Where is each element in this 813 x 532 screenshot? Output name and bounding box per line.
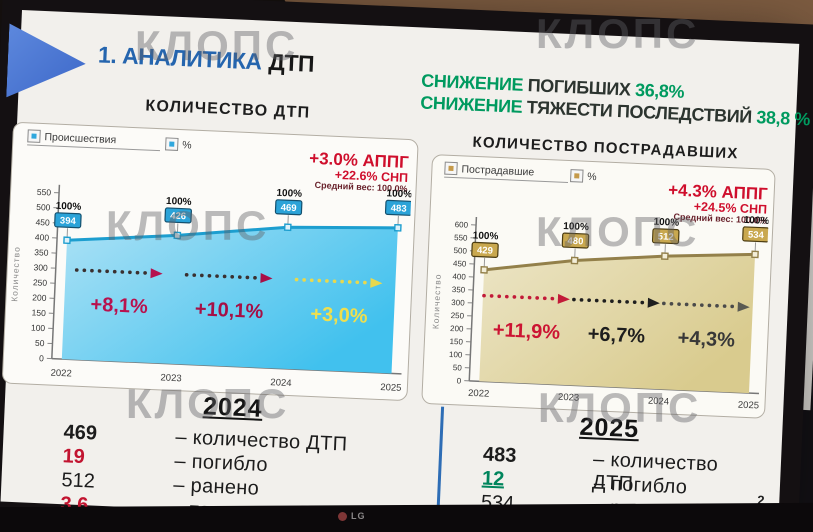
key-highlights: СНИЖЕНИЕ ПОГИБШИХ 36,8% СНИЖЕНИЕ ТЯЖЕСТИ…: [420, 69, 812, 130]
svg-text:+3,0%: +3,0%: [310, 303, 368, 327]
svg-text:100: 100: [449, 350, 463, 360]
svg-text:480: 480: [567, 236, 583, 248]
presentation-slide: 1. АНАЛИТИКА ДТП СНИЖЕНИЕ ПОГИБШИХ 36,8% …: [0, 10, 810, 532]
legend-item-incidents: Происшествия: [27, 129, 161, 152]
svg-text:Количество: Количество: [430, 273, 442, 329]
svg-text:0: 0: [457, 376, 462, 385]
svg-text:200: 200: [32, 292, 47, 303]
svg-text:483: 483: [391, 203, 407, 215]
svg-text:350: 350: [452, 285, 466, 295]
svg-text:+6,7%: +6,7%: [587, 323, 645, 347]
left-chart-title: КОЛИЧЕСТВО ДТП: [145, 97, 311, 122]
stats-divider: [436, 406, 445, 513]
svg-text:429: 429: [477, 245, 493, 257]
svg-text:500: 500: [36, 202, 51, 213]
section-arrow-icon: [6, 23, 87, 100]
svg-text:+4,3%: +4,3%: [677, 327, 735, 351]
svg-text:100%: 100%: [276, 188, 302, 200]
svg-text:450: 450: [453, 259, 467, 269]
svg-text:+11,9%: +11,9%: [492, 319, 560, 344]
svg-text:2024: 2024: [648, 396, 670, 408]
victims-chart-panel: Пострадавшие % +4.3% АППГ +24.5% СНП Сре…: [421, 154, 776, 419]
slide-title-number: 1. АНАЛИТИКА: [97, 41, 263, 75]
legend-checkbox-icon: [165, 137, 179, 151]
svg-text:400: 400: [452, 272, 466, 282]
svg-text:2024: 2024: [270, 377, 292, 389]
svg-text:550: 550: [37, 187, 52, 198]
svg-text:100%: 100%: [473, 230, 499, 242]
svg-text:50: 50: [453, 363, 463, 372]
svg-text:500: 500: [453, 246, 467, 256]
svg-text:600: 600: [454, 220, 468, 230]
svg-text:100: 100: [31, 323, 46, 334]
lg-logo-icon: [338, 511, 347, 521]
tv-brand-logo: LG: [338, 511, 366, 521]
legend-checkbox-icon: [27, 129, 41, 143]
victims-area-chart: 0 50 100 150 200 250 300 350 400 450 500 550 600 Коли…: [430, 215, 769, 412]
svg-text:100%: 100%: [743, 215, 768, 227]
svg-text:300: 300: [451, 298, 465, 308]
svg-text:200: 200: [450, 324, 464, 334]
svg-text:250: 250: [33, 277, 48, 288]
svg-text:100%: 100%: [166, 196, 192, 208]
svg-text:+10,1%: +10,1%: [194, 298, 263, 323]
legend-checkbox-icon: [570, 169, 584, 183]
svg-text:0: 0: [39, 353, 44, 363]
svg-text:100%: 100%: [386, 188, 412, 200]
legend-checkbox-icon: [444, 161, 458, 176]
svg-text:2023: 2023: [160, 372, 182, 384]
legend-item-percent: %: [570, 169, 597, 183]
svg-text:469: 469: [280, 202, 296, 214]
svg-text:394: 394: [60, 215, 77, 227]
svg-text:2025: 2025: [738, 400, 760, 412]
svg-text:550: 550: [454, 233, 468, 243]
svg-text:2025: 2025: [380, 382, 402, 394]
svg-text:534: 534: [748, 230, 765, 242]
svg-text:100%: 100%: [563, 221, 589, 233]
accidents-area-chart: 0 50 100 150 200 250 300 350 400 450 500 550 Количес…: [9, 184, 412, 394]
svg-text:400: 400: [35, 232, 50, 243]
svg-text:512: 512: [658, 231, 674, 243]
svg-text:2023: 2023: [558, 392, 580, 404]
svg-text:Количество: Количество: [9, 246, 21, 302]
accidents-chart-panel: Происшествия % +3.0% АППГ +22.6% СНП Сре…: [1, 121, 419, 402]
svg-text:426: 426: [170, 211, 186, 223]
svg-text:150: 150: [31, 307, 46, 318]
svg-text:300: 300: [33, 262, 48, 273]
slide-title-suffix: ДТП: [268, 48, 315, 77]
slide-title: 1. АНАЛИТИКА ДТП: [98, 41, 315, 77]
svg-text:250: 250: [451, 311, 465, 321]
svg-text:2022: 2022: [50, 368, 72, 380]
svg-text:50: 50: [35, 338, 45, 348]
svg-text:100%: 100%: [653, 217, 679, 229]
legend-item-percent: %: [165, 137, 192, 152]
tv-bezel: [0, 502, 813, 532]
svg-text:150: 150: [449, 337, 463, 347]
svg-text:100%: 100%: [55, 201, 81, 213]
svg-text:350: 350: [34, 247, 49, 258]
legend-item-victims: Пострадавшие: [444, 161, 569, 183]
svg-text:2022: 2022: [468, 388, 490, 400]
svg-text:+8,1%: +8,1%: [90, 294, 148, 318]
svg-text:450: 450: [35, 217, 50, 228]
